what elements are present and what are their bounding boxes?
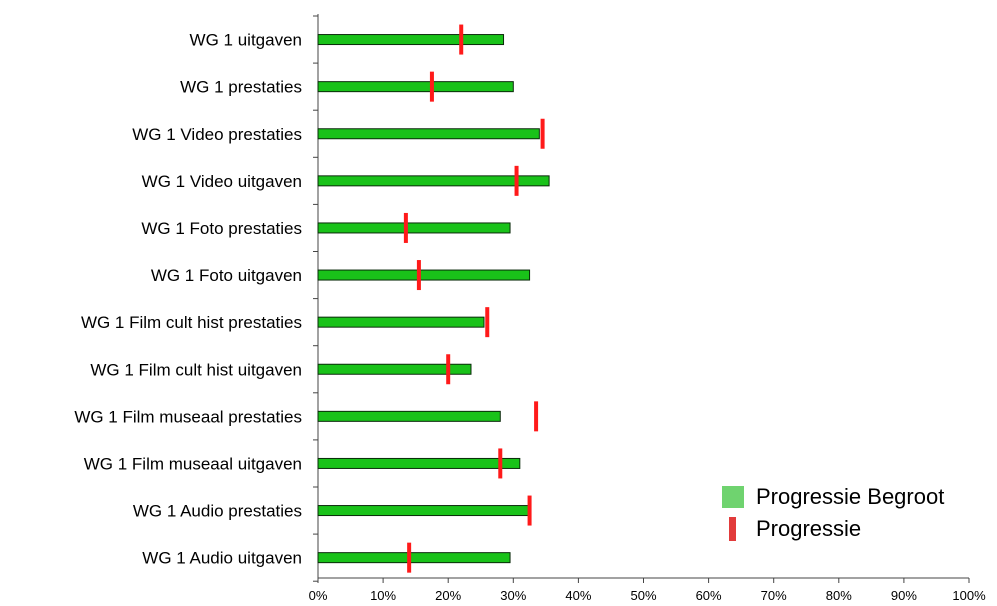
legend-label-progressie: Progressie: [756, 516, 862, 541]
category-label: WG 1 Audio uitgaven: [142, 549, 302, 568]
tick-progressie: [446, 354, 451, 385]
bar-progressie-begroot: [317, 410, 501, 422]
tick-progressie: [407, 542, 412, 573]
bar-progressie-begroot: [317, 269, 531, 281]
legend-swatch-begroot: [722, 486, 744, 508]
bar-progressie-begroot: [317, 222, 511, 234]
category-label: WG 1 Foto prestaties: [141, 219, 302, 238]
tick-progressie: [514, 165, 519, 196]
bar-progressie-begroot: [317, 34, 505, 46]
x-tick-label: 100%: [952, 588, 986, 603]
tick-progressie: [540, 118, 545, 149]
bar-progressie-begroot: [317, 505, 531, 517]
x-tick-label: 90%: [891, 588, 917, 603]
tick-progressie: [498, 448, 503, 479]
category-label: WG 1 prestaties: [180, 78, 302, 97]
x-tick-label: 70%: [761, 588, 787, 603]
tick-progressie: [459, 24, 464, 55]
bar-progressie-begroot: [317, 81, 514, 93]
category-label: WG 1 Foto uitgaven: [151, 266, 302, 285]
category-label: WG 1 Video prestaties: [132, 125, 302, 144]
x-tick-label: 30%: [500, 588, 526, 603]
x-tick-label: 0%: [309, 588, 328, 603]
category-label: WG 1 Film museaal prestaties: [74, 407, 302, 426]
legend: Progressie Begroot Progressie: [722, 481, 944, 545]
legend-item-begroot: Progressie Begroot: [722, 481, 944, 513]
legend-swatch-progressie: [729, 517, 736, 541]
tick-progressie: [534, 401, 539, 432]
legend-label-begroot: Progressie Begroot: [756, 484, 945, 509]
bar-progressie-begroot: [317, 363, 472, 375]
x-tick-label: 10%: [370, 588, 396, 603]
bar-progressie-begroot: [317, 128, 540, 140]
bar-progressie-begroot: [317, 552, 511, 564]
category-label: WG 1 Film cult hist uitgaven: [90, 360, 302, 379]
tick-progressie: [429, 71, 434, 102]
category-label: WG 1 Audio prestaties: [133, 502, 302, 521]
x-tick-label: 20%: [435, 588, 461, 603]
category-label: WG 1 uitgaven: [190, 31, 302, 50]
bar-progressie-begroot: [317, 316, 485, 328]
x-tick-label: 50%: [630, 588, 656, 603]
category-label: WG 1 Film museaal uitgaven: [84, 454, 302, 473]
tick-progressie: [416, 260, 421, 291]
tick-progressie: [527, 495, 532, 526]
tick-progressie: [485, 307, 490, 338]
bar-progressie-begroot: [317, 457, 521, 469]
bar-progressie-begroot: [317, 175, 550, 187]
legend-item-progressie: Progressie: [722, 513, 944, 545]
x-tick-label: 60%: [696, 588, 722, 603]
category-label: WG 1 Film cult hist prestaties: [81, 313, 302, 332]
tick-progressie: [403, 212, 408, 243]
x-tick-label: 40%: [565, 588, 591, 603]
category-label: WG 1 Video uitgaven: [142, 172, 302, 191]
x-tick-label: 80%: [826, 588, 852, 603]
